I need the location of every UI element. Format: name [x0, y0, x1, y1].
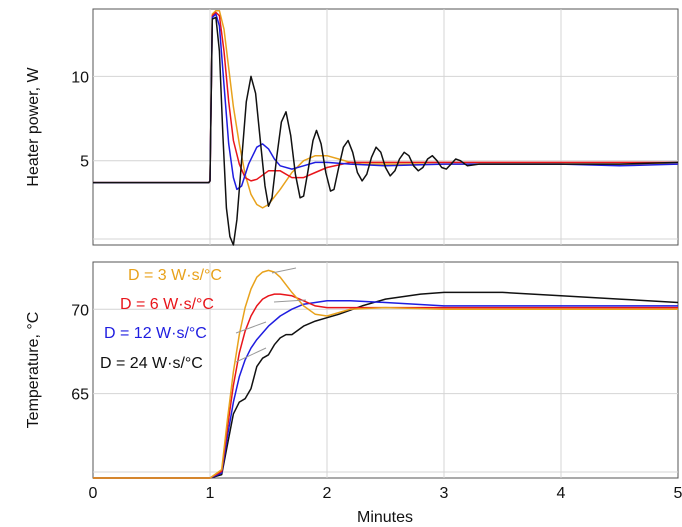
x-tick-label: 3 — [440, 485, 449, 502]
temperature-y-tick-label: 65 — [71, 387, 89, 404]
annotation-leader-d6 — [273, 299, 307, 303]
temperature-y-tick-label: 70 — [71, 302, 89, 319]
temperature-series-line-1 — [93, 300, 678, 479]
x-tick-label: 2 — [323, 485, 332, 502]
heater-power-panel: 5 10 Heater power, W — [25, 8, 679, 246]
temperature-y-axis-label: Temperature, °C — [25, 312, 42, 429]
heater-power-y-tick-label: 5 — [80, 154, 89, 171]
x-tick-label: 4 — [557, 485, 566, 502]
temperature-series-line-3 — [93, 269, 678, 479]
x-tick-label: 1 — [206, 485, 215, 502]
temperature-y-ticks: 65 70 — [71, 302, 89, 403]
temperature-panel: 65 70 0 1 2 3 4 5 D = 3 W·s/°C D = 6 W·s/°C D … — [25, 261, 682, 526]
heater-power-y-tick-label: 10 — [71, 69, 89, 86]
heater-power-series-line-1 — [93, 11, 678, 184]
temperature-series-line-2 — [93, 293, 678, 479]
heater-power-plot-frame — [92, 8, 679, 246]
annotation-leader-d3 — [271, 267, 297, 274]
temperature-plot-frame — [92, 261, 679, 479]
temperature-x-ticks: 0 1 2 3 4 5 — [89, 485, 682, 502]
heater-power-y-axis-label: Heater power, W — [25, 67, 42, 187]
temperature-annotations: D = 3 W·s/°C D = 6 W·s/°C D = 12 W·s/°C … — [100, 267, 307, 372]
temperature-series — [93, 269, 679, 479]
annotation-d24: D = 24 W·s/°C — [100, 355, 203, 372]
heater-power-series-line-0 — [93, 9, 678, 209]
heater-power-series — [93, 9, 679, 246]
annotation-leader-d12 — [235, 321, 267, 334]
annotation-d3: D = 3 W·s/°C — [128, 267, 222, 284]
annotation-leader-d24 — [235, 347, 267, 363]
x-tick-label: 0 — [89, 485, 98, 502]
heater-power-y-ticks: 5 10 — [71, 69, 89, 170]
temperature-grid — [93, 262, 678, 478]
annotation-d6: D = 6 W·s/°C — [120, 296, 214, 313]
x-axis-label: Minutes — [357, 509, 413, 526]
temperature-series-line-0 — [93, 291, 679, 479]
x-tick-label: 5 — [674, 485, 682, 502]
annotation-d12: D = 12 W·s/°C — [104, 325, 207, 342]
heater-power-series-line-2 — [93, 13, 679, 191]
heater-power-series-line-3 — [93, 16, 679, 246]
heater-power-grid — [93, 9, 678, 245]
